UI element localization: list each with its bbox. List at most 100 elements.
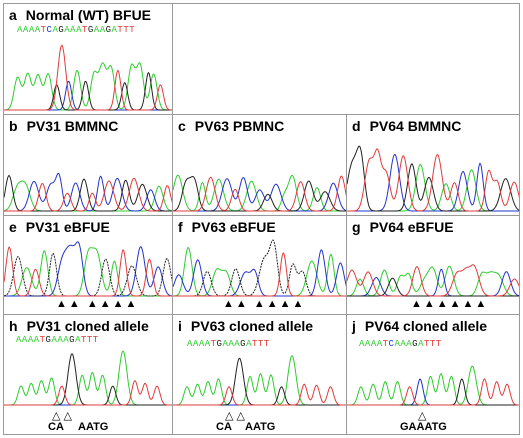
base-letter: A: [70, 25, 77, 35]
trace-t: [4, 44, 172, 111]
base-letter: A: [370, 339, 377, 349]
panel-a: a Normal (WT) BFUE AAAATCAGAAATGAAGATTT: [3, 3, 173, 115]
trace-a: [347, 265, 519, 297]
trace-g: [347, 145, 519, 212]
trace-g: [4, 352, 172, 406]
trace-g: [4, 175, 172, 212]
base-letter: A: [359, 339, 365, 349]
chromatogram-trace: [4, 241, 172, 297]
panel-i-label: i PV63 cloned allele: [178, 318, 313, 334]
panel-letter: a: [9, 7, 17, 23]
base-letter: A: [52, 25, 59, 35]
base-letter: A: [376, 339, 383, 349]
base-letter: A: [21, 335, 28, 345]
inserted-bases-label: AATG: [78, 421, 109, 433]
mutation-markers: △ △: [52, 410, 72, 422]
chromatogram-trace: [4, 172, 172, 212]
panel-letter: c: [178, 118, 186, 134]
panel-g-label: g PV64 eBFUE: [352, 219, 454, 235]
mutation-markers: △ △: [225, 410, 245, 422]
base-letter: A: [64, 25, 71, 35]
base-letter: A: [76, 25, 82, 35]
base-letter: A: [187, 339, 193, 349]
base-letter: G: [45, 335, 52, 345]
base-letter: A: [17, 25, 23, 35]
base-letter: G: [87, 25, 94, 35]
base-letter: A: [364, 339, 371, 349]
panel-e: e PV31 eBFUE ▲▲ ▲▲▲▲: [3, 215, 173, 315]
panel-letter: e: [9, 219, 17, 235]
chromatogram-trace: [173, 355, 346, 406]
trace-t: [173, 175, 346, 212]
base-letter: T: [40, 25, 47, 35]
panel-title: PV64 BMMNC: [369, 118, 462, 134]
base-letter: A: [222, 339, 229, 349]
base-letter: A: [75, 335, 81, 345]
trace-a: [4, 350, 172, 406]
base-letter: T: [39, 335, 46, 345]
inserted-bases-label: AATG: [245, 421, 276, 433]
mutation-markers: ▲▲ ▲▲▲▲: [223, 298, 306, 310]
panel-f: f PV63 eBFUE ▲▲ ▲▲▲▲: [172, 215, 347, 315]
panel-letter: i: [178, 318, 182, 334]
panel-letter: h: [9, 318, 18, 334]
base-sequence: AAAATGAAAGATTT: [16, 335, 99, 345]
panel-f-label: f PV63 eBFUE: [178, 219, 276, 235]
panel-j: j PV64 cloned allele AAAATCAAAGATTT △ GAA…: [346, 314, 520, 435]
inserted-bases-label: GAAATG: [400, 421, 447, 433]
base-letter: A: [400, 339, 407, 349]
trace-c: [4, 241, 172, 297]
trace-t: [4, 380, 172, 406]
base-letter: T: [423, 339, 430, 349]
trace-g: [4, 71, 172, 111]
base-letter: A: [111, 25, 118, 35]
panel-title: PV31 eBFUE: [25, 219, 110, 235]
panel-d-label: d PV64 BMMNC: [352, 118, 461, 134]
chromatogram-trace: [347, 264, 519, 297]
base-letter: T: [435, 339, 442, 349]
panel-b: b PV31 BMMNC: [3, 114, 173, 216]
base-letter: T: [80, 335, 87, 345]
base-letter: A: [234, 339, 241, 349]
trace-t: [347, 264, 519, 297]
base-letter: T: [210, 339, 217, 349]
base-letter: A: [63, 335, 70, 345]
trace-g: [173, 175, 346, 212]
base-letter: G: [58, 25, 65, 35]
base-sequence: AAAATGAAAGATTT: [187, 339, 270, 349]
base-letter: T: [382, 339, 389, 349]
panel-title: PV64 eBFUE: [369, 219, 454, 235]
base-letter: A: [34, 25, 41, 35]
panel-letter: g: [352, 219, 361, 235]
chromatogram-trace: [4, 44, 172, 111]
base-letter: A: [418, 339, 424, 349]
chromatogram-trace: [173, 174, 346, 212]
panel-e-label: e PV31 eBFUE: [9, 219, 110, 235]
panel-letter: d: [352, 118, 361, 134]
trace-a: [347, 365, 519, 406]
mutation-markers: ▲▲▲▲▲▲: [411, 298, 489, 310]
base-letter: T: [257, 339, 264, 349]
panel-title: PV31 BMMNC: [26, 118, 119, 134]
panel-title: PV64 cloned allele: [364, 318, 488, 334]
panel-i: i PV63 cloned allele AAAATGAAAGATTT △ △ C…: [172, 314, 347, 435]
base-letter: T: [86, 335, 93, 345]
base-sequence: AAAATCAGAAATGAAGATTT: [17, 25, 135, 35]
trace-t: [4, 177, 172, 212]
base-letter: A: [198, 339, 205, 349]
panel-h-label: h PV31 cloned allele: [9, 318, 149, 334]
trace-c: [347, 378, 519, 406]
panel-c: c PV63 PBMNC: [172, 114, 347, 216]
base-letter: T: [429, 339, 436, 349]
trace-t: [347, 378, 519, 406]
panel-title: PV63 PBMNC: [194, 118, 285, 134]
chromatogram-trace: [347, 365, 519, 406]
base-letter: A: [99, 25, 106, 35]
base-letter: T: [81, 25, 88, 35]
panel-title: PV31 cloned allele: [26, 318, 149, 334]
panel-d: d PV64 BMMNC: [346, 114, 520, 216]
mutation-markers: ▲▲ ▲▲▲▲: [56, 298, 139, 310]
trace-g: [347, 378, 519, 406]
base-letter: A: [228, 339, 235, 349]
